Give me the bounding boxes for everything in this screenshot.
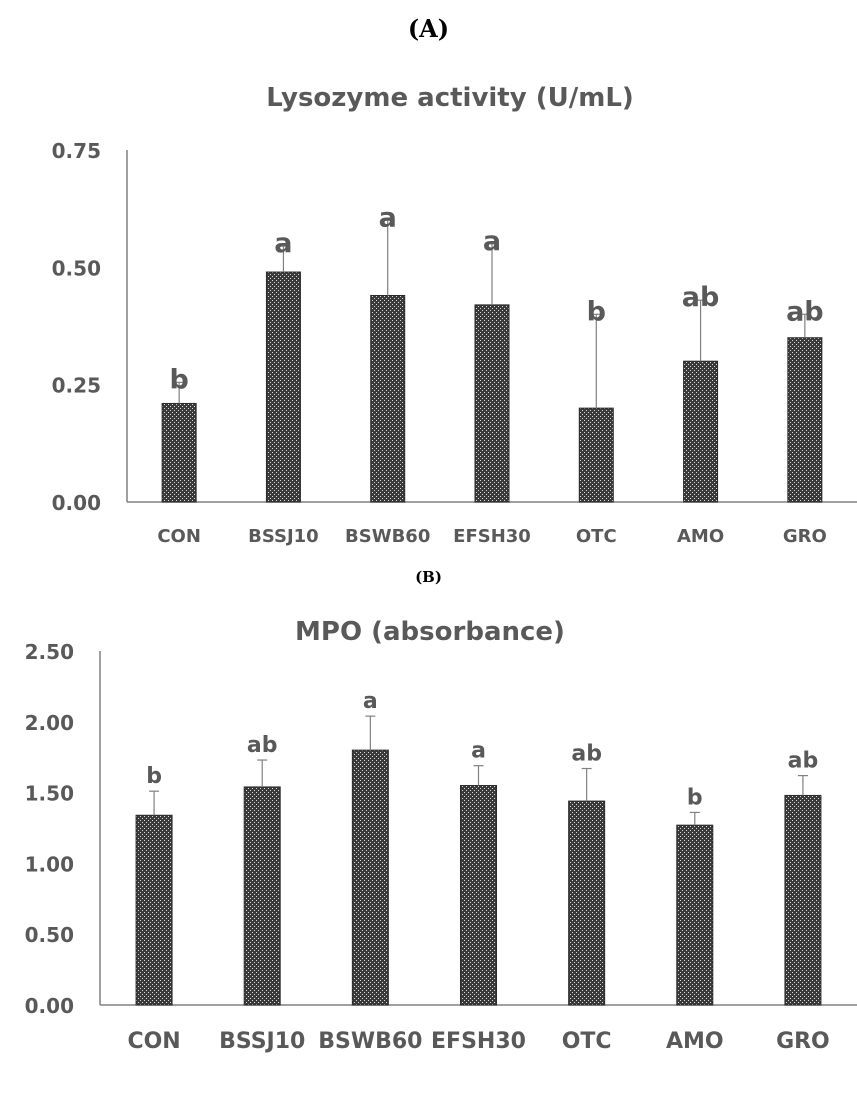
mpo-category-label: OTC [562,1029,612,1054]
lysozyme-y-tick-label: 0.25 [52,374,101,398]
lysozyme-category-label: EFSH30 [453,526,531,547]
mpo-bar [784,794,822,1006]
lysozyme-chart-title: Lysozyme activity (U/mL) [266,83,634,113]
panel-label-a: (A) [407,14,450,43]
mpo-significance-label: ab [788,749,819,774]
lysozyme-category-label: GRO [783,526,827,547]
lysozyme-category-label: OTC [576,526,617,547]
lysozyme-bar [161,402,197,503]
lysozyme-significance-label: a [274,228,292,259]
lysozyme-significance-label: ab [682,282,720,313]
mpo-significance-label: b [687,785,703,810]
lysozyme-category-label: BSWB60 [345,526,430,547]
mpo-significance-label: a [471,739,486,764]
mpo-category-label: EFSH30 [431,1029,526,1054]
lysozyme-category-label: BSSJ10 [248,526,319,547]
mpo-significance-label: a [363,689,378,714]
mpo-chart-title: MPO (absorbance) [295,617,565,647]
mpo-bar [676,824,714,1006]
mpo-bar [351,749,389,1006]
mpo-significance-label: ab [571,742,602,767]
lysozyme-category-label: CON [157,526,201,547]
mpo-bar [568,800,606,1006]
lysozyme-significance-label: b [587,296,606,327]
lysozyme-bar [474,304,510,503]
mpo-y-tick-label: 0.00 [25,994,74,1018]
lysozyme-category-label: AMO [677,526,724,547]
lysozyme-significance-label: a [483,226,501,257]
lysozyme-significance-label: ab [786,296,824,327]
mpo-bar [460,785,497,1006]
mpo-y-tick-label: 1.50 [25,782,74,806]
mpo-y-tick-label: 2.00 [25,711,74,735]
lysozyme-y-tick-label: 0.50 [52,256,101,280]
mpo-y-tick-label: 0.50 [25,923,74,947]
lysozyme-significance-label: b [169,364,188,395]
lysozyme-chart: Lysozyme activity (U/mL) 0.00 0.25 0.50 0.7… [52,83,857,547]
lysozyme-bar [265,271,301,503]
mpo-bar [243,786,281,1006]
lysozyme-bar [578,407,614,503]
lysozyme-y-tick-label: 0.75 [52,139,101,163]
mpo-y-tick-label: 2.50 [25,640,74,664]
lysozyme-bar [370,294,406,503]
mpo-y-tick-label: 1.00 [25,852,74,876]
mpo-significance-label: ab [247,733,278,758]
mpo-category-label: BSWB60 [318,1029,422,1054]
mpo-category-label: BSSJ10 [219,1029,305,1054]
mpo-significance-label: b [146,764,162,789]
lysozyme-significance-label: a [379,202,397,233]
lysozyme-bar [683,360,719,503]
lysozyme-y-tick-label: 0.00 [52,491,101,515]
panel-label-b: (B) [415,568,442,586]
mpo-category-label: CON [127,1029,180,1054]
mpo-category-label: AMO [666,1029,724,1054]
mpo-category-label: GRO [776,1029,830,1054]
lysozyme-bar [787,337,823,503]
mpo-bar [135,814,173,1006]
